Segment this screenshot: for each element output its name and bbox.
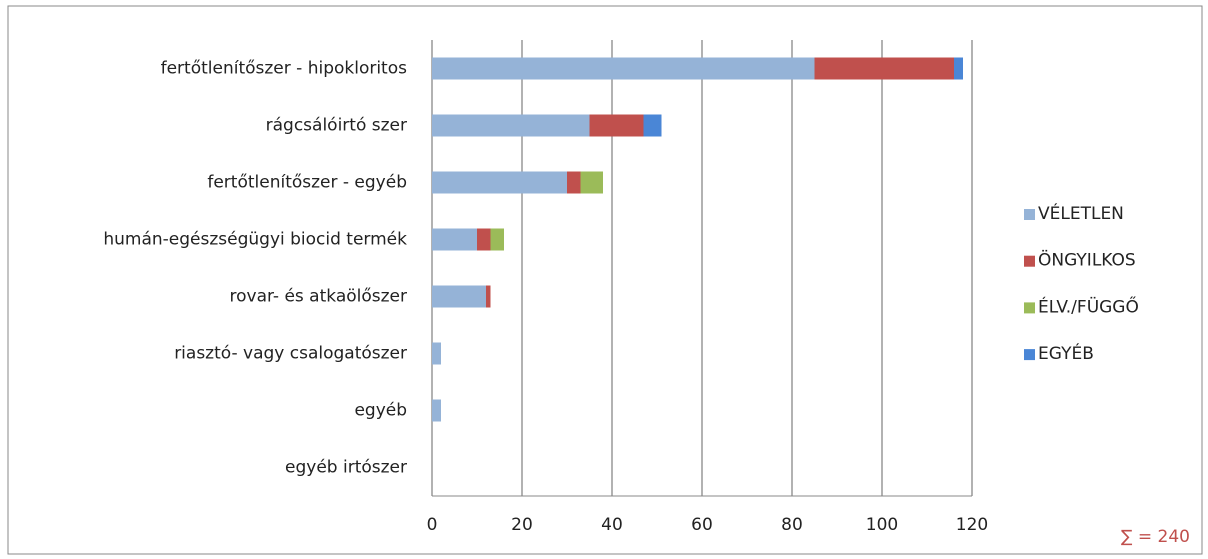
y-tick-label: humán-egészségügyi biocid termék: [103, 230, 407, 250]
x-tick-label: 40: [601, 515, 623, 535]
legend-label: VÉLETLEN: [1038, 202, 1124, 224]
bar: [814, 57, 954, 80]
y-tick-label: fertőtlenítőszer - hipokloritos: [161, 59, 408, 79]
y-tick-label: rágcsálóirtó szer: [266, 116, 407, 136]
bar: [477, 228, 491, 251]
bar: [432, 342, 441, 365]
bar: [589, 114, 644, 137]
y-tick-label: egyéb: [354, 401, 407, 421]
y-tick-label: fertőtlenítőszer - egyéb: [207, 173, 407, 193]
bar: [954, 57, 963, 80]
y-tick-label: egyéb irtószer: [285, 458, 407, 478]
x-tick-label: 60: [691, 515, 713, 535]
bar: [432, 228, 477, 251]
bar: [432, 399, 441, 422]
legend-swatch: [1024, 255, 1035, 267]
x-tick-label: 20: [511, 515, 533, 535]
legend-label: EGYÉB: [1038, 342, 1094, 364]
x-tick-label: 100: [866, 515, 898, 535]
bar: [580, 171, 603, 194]
legend-label: ÖNGYILKOS: [1038, 249, 1136, 271]
bar: [643, 114, 662, 137]
bar: [432, 114, 590, 137]
y-tick-label: riasztó- vagy csalogatószer: [174, 344, 407, 364]
bar: [432, 171, 567, 194]
annotation: ∑ = 240: [1121, 527, 1190, 547]
legend-swatch: [1024, 302, 1035, 314]
y-tick-label: rovar- és atkaölőszer: [230, 287, 407, 307]
legend-swatch: [1024, 349, 1035, 361]
bar: [486, 285, 491, 308]
bar: [567, 171, 581, 194]
bar: [490, 228, 504, 251]
legend-swatch: [1024, 209, 1035, 220]
x-tick-label: 0: [427, 515, 438, 535]
x-tick-label: 80: [781, 515, 803, 535]
bar: [432, 285, 486, 308]
bar: [432, 57, 815, 80]
legend-label: ÉLV./FÜGGŐ: [1038, 295, 1139, 317]
frame: [7, 5, 1203, 555]
x-tick-label: 120: [956, 515, 988, 535]
